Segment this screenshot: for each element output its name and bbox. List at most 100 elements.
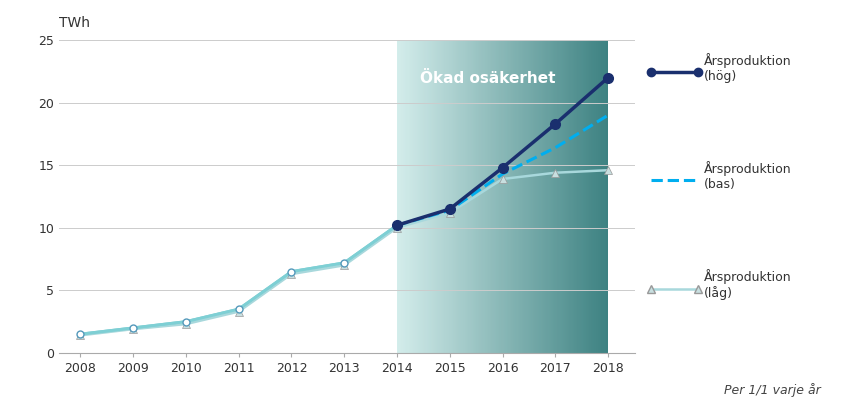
Bar: [446, 40, 447, 353]
Bar: [413, 40, 414, 353]
Bar: [559, 40, 561, 353]
Bar: [491, 40, 492, 353]
Bar: [595, 40, 596, 353]
Bar: [601, 40, 602, 353]
Bar: [463, 40, 464, 353]
Bar: [599, 40, 600, 353]
Bar: [469, 40, 470, 353]
Bar: [570, 40, 571, 353]
Bar: [604, 40, 605, 353]
Bar: [399, 40, 400, 353]
Bar: [460, 40, 461, 353]
Bar: [529, 40, 530, 353]
Bar: [499, 40, 501, 353]
Bar: [492, 40, 493, 353]
Bar: [451, 40, 452, 353]
Bar: [605, 40, 606, 353]
Bar: [607, 40, 608, 353]
Bar: [425, 40, 426, 353]
Bar: [553, 40, 554, 353]
Bar: [442, 40, 443, 353]
Bar: [415, 40, 416, 353]
Bar: [602, 40, 603, 353]
Bar: [493, 40, 494, 353]
Bar: [521, 40, 523, 353]
Bar: [465, 40, 467, 353]
Bar: [509, 40, 510, 353]
Bar: [406, 40, 408, 353]
Bar: [470, 40, 471, 353]
Bar: [587, 40, 588, 353]
Bar: [447, 40, 448, 353]
Bar: [431, 40, 433, 353]
Bar: [596, 40, 597, 353]
Bar: [494, 40, 495, 353]
Bar: [551, 40, 552, 353]
Bar: [485, 40, 486, 353]
Bar: [547, 40, 548, 353]
Bar: [453, 40, 454, 353]
Bar: [541, 40, 542, 353]
Bar: [512, 40, 514, 353]
Bar: [555, 40, 557, 353]
Bar: [565, 40, 566, 353]
Bar: [484, 40, 485, 353]
Bar: [459, 40, 460, 353]
Bar: [514, 40, 515, 353]
Bar: [540, 40, 541, 353]
Bar: [398, 40, 399, 353]
Bar: [576, 40, 578, 353]
Bar: [408, 40, 409, 353]
Bar: [533, 40, 534, 353]
Bar: [419, 40, 420, 353]
Bar: [569, 40, 570, 353]
Bar: [423, 40, 425, 353]
Bar: [473, 40, 474, 353]
Bar: [401, 40, 403, 353]
Bar: [530, 40, 531, 353]
Text: Årsproduktion
(låg): Årsproduktion (låg): [704, 269, 792, 300]
Bar: [464, 40, 465, 353]
Bar: [578, 40, 579, 353]
Bar: [550, 40, 551, 353]
Bar: [468, 40, 469, 353]
Bar: [430, 40, 431, 353]
Bar: [503, 40, 505, 353]
Bar: [561, 40, 562, 353]
Bar: [580, 40, 582, 353]
Bar: [532, 40, 533, 353]
Bar: [506, 40, 507, 353]
Bar: [519, 40, 520, 353]
Bar: [482, 40, 484, 353]
Bar: [593, 40, 595, 353]
Bar: [597, 40, 599, 353]
Bar: [527, 40, 528, 353]
Bar: [443, 40, 444, 353]
Bar: [523, 40, 524, 353]
Bar: [591, 40, 592, 353]
Bar: [572, 40, 574, 353]
Bar: [427, 40, 429, 353]
Bar: [454, 40, 455, 353]
Bar: [490, 40, 491, 353]
Bar: [397, 40, 398, 353]
Bar: [528, 40, 529, 353]
Bar: [554, 40, 555, 353]
Bar: [457, 40, 459, 353]
Bar: [452, 40, 453, 353]
Bar: [489, 40, 490, 353]
Bar: [536, 40, 537, 353]
Bar: [440, 40, 442, 353]
Bar: [548, 40, 549, 353]
Bar: [471, 40, 472, 353]
Text: TWh: TWh: [59, 16, 91, 30]
Bar: [557, 40, 558, 353]
Bar: [600, 40, 601, 353]
Bar: [417, 40, 418, 353]
Text: Per 1/1 varje år: Per 1/1 varje år: [724, 383, 821, 397]
Bar: [603, 40, 604, 353]
Bar: [461, 40, 463, 353]
Bar: [546, 40, 547, 353]
Bar: [549, 40, 550, 353]
Bar: [566, 40, 567, 353]
